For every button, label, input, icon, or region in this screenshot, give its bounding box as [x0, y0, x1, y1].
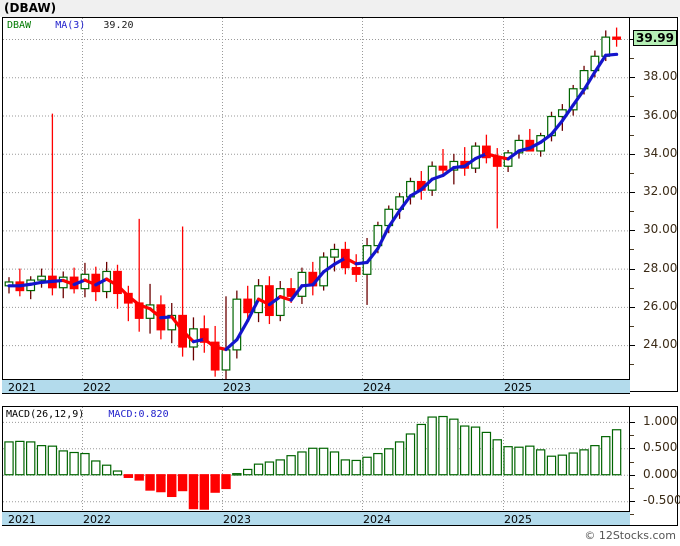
- macd-axis-minor-tick: [630, 461, 634, 463]
- macd-axis-tick-label: 0.500: [643, 440, 678, 455]
- macd-axis-tick-mark: [630, 474, 635, 476]
- price-axis-tick-label: 26.00: [643, 298, 678, 313]
- legend-ma-value: 39.20: [103, 20, 134, 31]
- macd-axis-tick-mark: [630, 421, 635, 423]
- time-axis-year-label: 2021: [8, 381, 36, 394]
- macd-histogram-plot[interactable]: [3, 407, 629, 525]
- copyright-footer: © 12Stocks.com: [584, 529, 676, 542]
- price-y-axis: 40.0038.0036.0034.0032.0030.0028.0026.00…: [630, 17, 678, 392]
- price-axis-tick-mark: [630, 77, 635, 79]
- time-axis-year-label: 2024: [363, 513, 391, 526]
- macd-legend: MACD(26,12,9) MACD:0.820: [6, 409, 169, 420]
- price-axis-tick-mark: [630, 153, 635, 155]
- macd-axis-tick-mark: [630, 501, 635, 503]
- price-chart-panel: [2, 17, 630, 392]
- macd-y-axis: 1.000 0.500 0.000 -0.500: [630, 406, 680, 526]
- price-axis-minor-tick: [630, 249, 634, 251]
- time-axis-year-label: 2025: [504, 381, 532, 394]
- price-axis-tick-mark: [630, 306, 635, 308]
- price-axis-minor-tick: [630, 211, 634, 213]
- price-axis-tick-mark: [630, 115, 635, 117]
- macd-axis-minor-tick: [630, 487, 634, 489]
- price-candlestick-plot[interactable]: [3, 18, 629, 391]
- time-axis-year-label: 2022: [83, 513, 111, 526]
- price-axis-tick-mark: [630, 345, 635, 347]
- window-titlebar: [0, 0, 680, 17]
- price-axis-tick-label: 38.00: [643, 69, 678, 84]
- price-axis-tick-label: 32.00: [643, 184, 678, 199]
- time-axis-band-price: 2021 2022 2023 2024 2025: [2, 379, 630, 394]
- last-price-badge: 39.99: [633, 30, 677, 47]
- macd-axis-tick-mark: [630, 448, 635, 450]
- price-axis-tick-mark: [630, 192, 635, 194]
- price-axis-tick-label: 36.00: [643, 107, 678, 122]
- time-axis-year-label: 2022: [83, 381, 111, 394]
- macd-axis-tick-label: -0.500: [643, 493, 680, 508]
- legend-ma-label: MA(3): [55, 20, 86, 31]
- macd-axis-tick-label: 0.000: [643, 466, 678, 481]
- time-axis-band-macd: 2021 2022 2023 2024 2025: [2, 511, 630, 526]
- legend-symbol: DBAW: [7, 20, 32, 31]
- price-axis-tick-label: 28.00: [643, 260, 678, 275]
- price-axis-minor-tick: [630, 58, 634, 60]
- price-axis-minor-tick: [630, 96, 634, 98]
- price-axis-tick-label: 34.00: [643, 145, 678, 160]
- page-title: (DBAW): [4, 1, 57, 15]
- price-axis-tick-label: 30.00: [643, 222, 678, 237]
- macd-axis-minor-tick: [630, 514, 634, 516]
- macd-axis-minor-tick: [630, 435, 634, 437]
- price-axis-tick-label: 24.00: [643, 337, 678, 352]
- time-axis-year-label: 2024: [363, 381, 391, 394]
- price-axis-minor-tick: [630, 325, 634, 327]
- macd-value-label: MACD:0.820: [108, 409, 169, 420]
- time-axis-year-label: 2023: [223, 381, 251, 394]
- price-axis-tick-mark: [630, 39, 635, 41]
- price-axis-minor-tick: [630, 364, 634, 366]
- price-axis-minor-tick: [630, 172, 634, 174]
- time-axis-year-label: 2025: [504, 513, 532, 526]
- time-axis-year-label: 2021: [8, 513, 36, 526]
- price-legend: DBAW MA(3) 39.20: [7, 20, 134, 31]
- time-axis-year-label: 2023: [223, 513, 251, 526]
- price-axis-minor-tick: [630, 287, 634, 289]
- price-axis-tick-mark: [630, 268, 635, 270]
- macd-panel: [2, 406, 630, 526]
- price-axis-tick-mark: [630, 230, 635, 232]
- macd-params-label: MACD(26,12,9): [6, 409, 85, 420]
- macd-axis-tick-label: 1.000: [643, 413, 678, 428]
- price-axis-minor-tick: [630, 134, 634, 136]
